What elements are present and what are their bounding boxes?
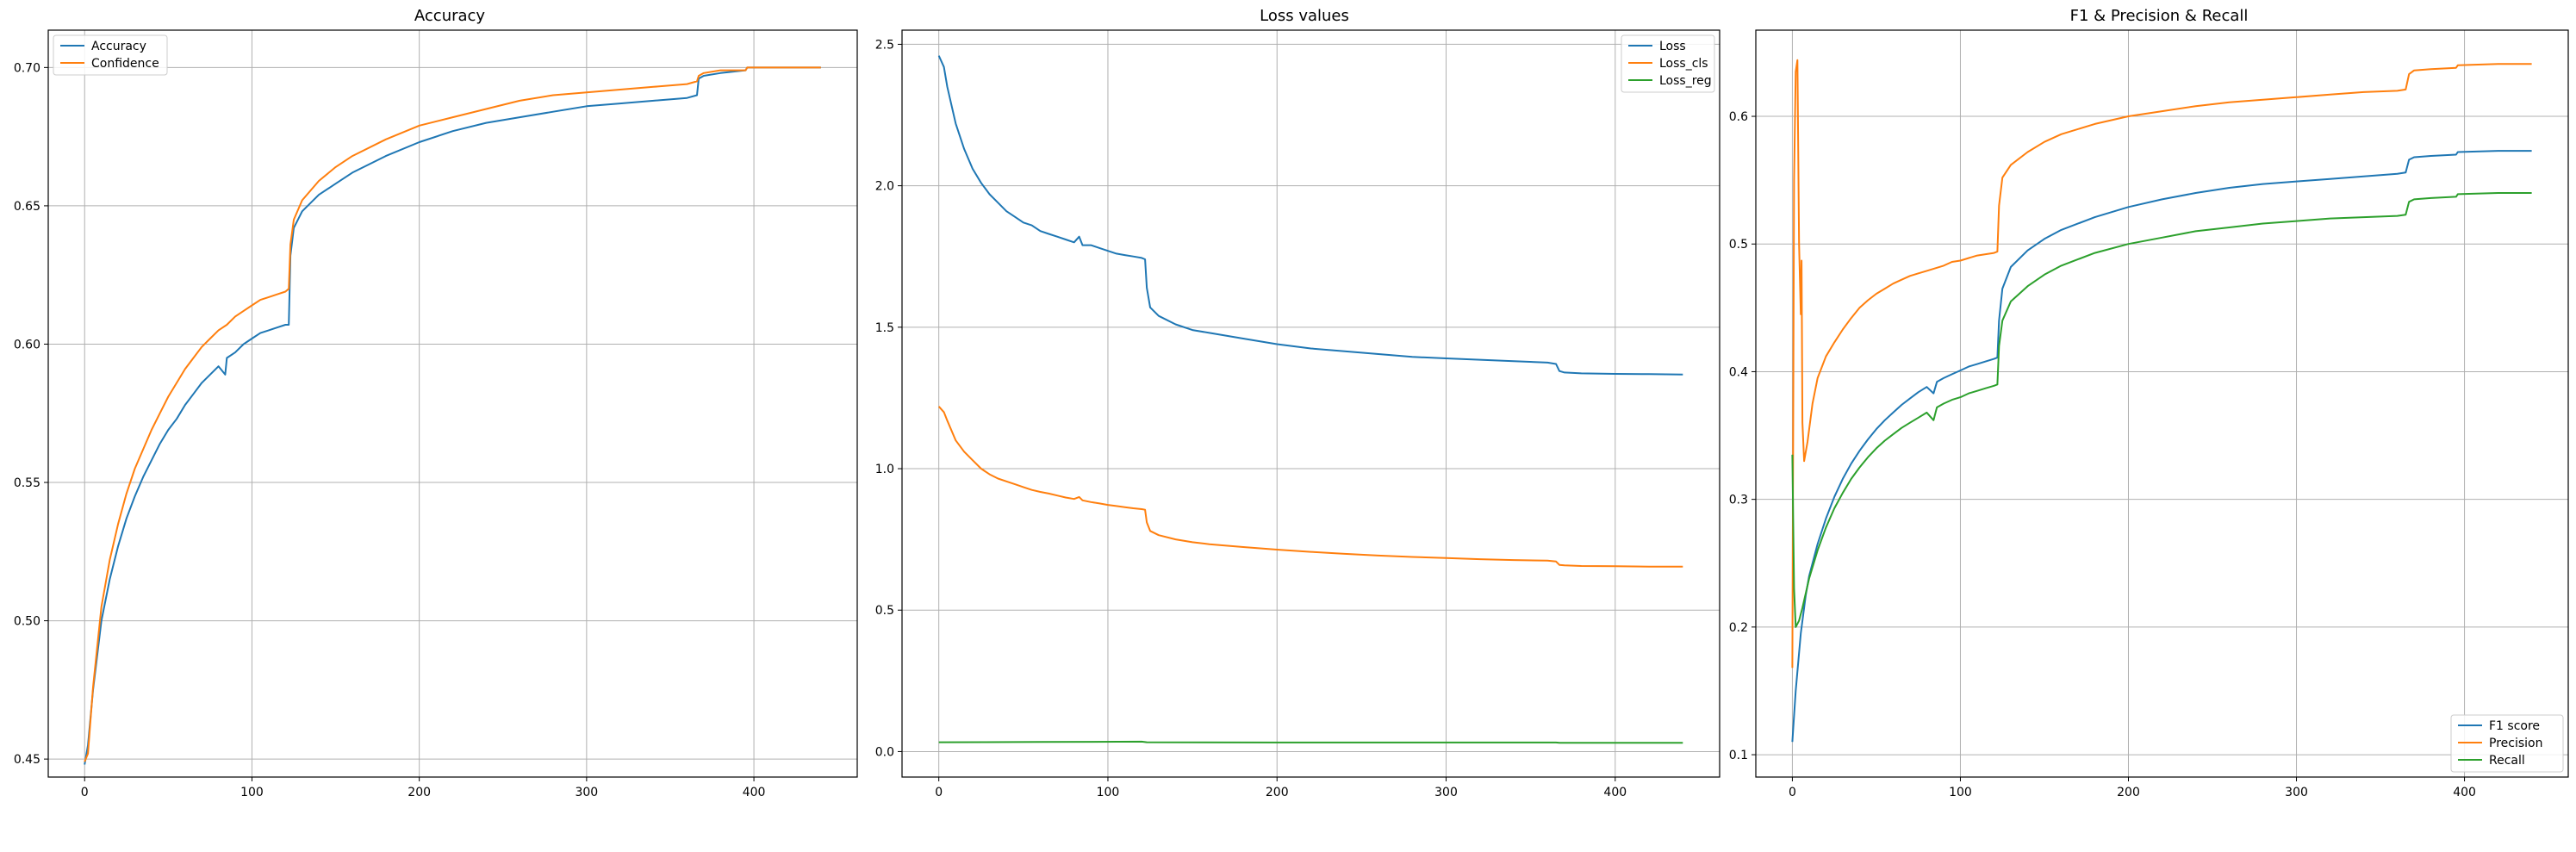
- legend: Loss Loss_cls Loss_reg: [1621, 34, 1715, 93]
- f1-precision-recall-chart: F1 & Precision & Recall 0 100 200 300 400 0.1…: [1729, 7, 2569, 799]
- chart-title: F1 & Precision & Recall: [2070, 7, 2249, 25]
- legend-label: Confidence: [91, 57, 159, 71]
- series-line-loss: [937, 55, 1683, 376]
- legend-box: [2450, 714, 2564, 773]
- legend: F1 score Precision Recall: [2450, 714, 2564, 773]
- x-tick-label: 200: [2117, 786, 2140, 799]
- legend-label: F1 score: [2489, 719, 2540, 733]
- y-tick-label: 0.5: [875, 604, 894, 618]
- axes-frame: [901, 29, 1720, 778]
- series-line-f1-score: [1791, 150, 2532, 743]
- x-tick-label: 200: [408, 786, 431, 799]
- x-tick-label: 0: [935, 786, 943, 799]
- y-tick-label: 0.60: [14, 338, 40, 351]
- chart-title: Loss values: [1260, 7, 1349, 25]
- series-line-accuracy: [84, 66, 821, 765]
- y-tick-label: 1.0: [875, 463, 894, 476]
- legend: Accuracy Confidence: [53, 34, 168, 76]
- legend-label: Loss_cls: [1659, 57, 1708, 71]
- y-tick-label: 0.4: [1729, 365, 1748, 379]
- x-tick-label: 300: [575, 786, 598, 799]
- series-line-confidence: [84, 66, 821, 762]
- legend-label: Accuracy: [91, 40, 146, 53]
- y-tick-label: 0.65: [14, 200, 40, 214]
- chart-title: Accuracy: [414, 7, 486, 25]
- x-tick-label: 100: [1097, 786, 1120, 799]
- y-tick-label: 2.5: [875, 38, 894, 52]
- x-tick-label: 100: [240, 786, 264, 799]
- y-tick-label: 0.0: [875, 745, 894, 759]
- series-line-recall: [1791, 192, 2532, 628]
- y-tick-label: 2.0: [875, 180, 894, 194]
- x-tick-label: 0: [81, 786, 89, 799]
- series-line-loss-cls: [937, 406, 1683, 568]
- series-line-loss-reg: [938, 740, 1683, 744]
- x-tick-label: 300: [1434, 786, 1458, 799]
- y-tick-label: 0.5: [1729, 238, 1748, 252]
- y-tick-label: 0.6: [1729, 110, 1748, 124]
- x-tick-label: 100: [1949, 786, 1972, 799]
- y-tick-label: 1.5: [875, 321, 894, 335]
- y-tick-label: 0.70: [14, 61, 40, 75]
- y-tick-label: 0.3: [1729, 494, 1748, 507]
- series-line-precision: [1791, 59, 2532, 669]
- legend-label: Loss_reg: [1659, 74, 1712, 88]
- y-tick-label: 0.45: [14, 753, 40, 767]
- x-tick-label: 0: [1789, 786, 1796, 799]
- x-tick-label: 200: [1266, 786, 1289, 799]
- x-tick-label: 400: [2453, 786, 2476, 799]
- axes-frame: [47, 29, 858, 778]
- x-tick-label: 400: [1603, 786, 1627, 799]
- axes-frame: [1755, 29, 2569, 778]
- x-tick-label: 300: [2285, 786, 2308, 799]
- y-tick-label: 0.2: [1729, 621, 1748, 635]
- accuracy-chart: Accuracy 0 100 200 300 400 0.45 0.50 0.55 0.60 0.…: [14, 7, 858, 799]
- y-tick-label: 0.1: [1729, 749, 1748, 762]
- legend-label: Precision: [2489, 737, 2542, 750]
- x-tick-label: 400: [743, 786, 766, 799]
- y-tick-label: 0.55: [14, 476, 40, 490]
- y-tick-label: 0.50: [14, 615, 40, 629]
- loss-values-chart: Loss values 0 100 200 300 400 0.0 0.5 1.0 1.5 2.0…: [875, 7, 1720, 799]
- legend-label: Recall: [2489, 754, 2525, 768]
- legend-box: [1621, 34, 1715, 93]
- legend-label: Loss: [1659, 40, 1686, 53]
